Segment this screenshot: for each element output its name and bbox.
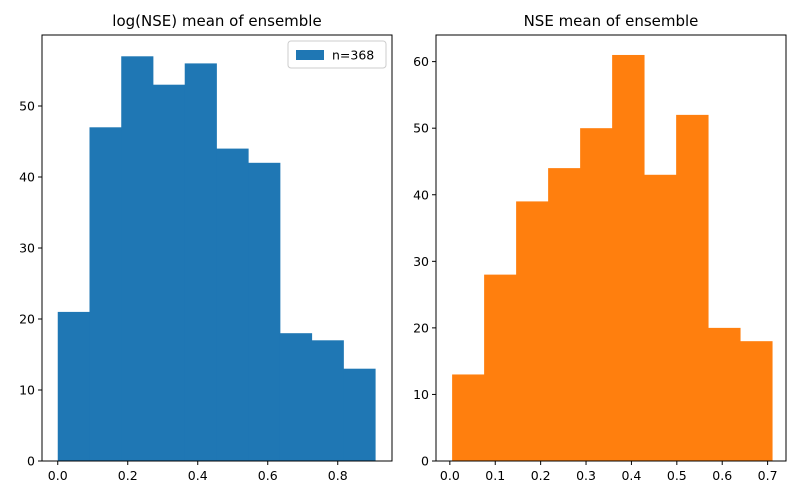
legend-swatch [296, 50, 324, 60]
x-tick-label: 0.3 [576, 468, 596, 483]
chart-title: NSE mean of ensemble [524, 12, 699, 30]
histogram-bar [57, 311, 90, 461]
histogram-bar [89, 127, 122, 462]
x-tick-label: 0.5 [667, 468, 687, 483]
legend: n=368 [287, 40, 387, 69]
chart-title: log(NSE) mean of ensemble [112, 12, 321, 30]
x-tick-label: 0.8 [328, 468, 348, 483]
x-tick-label: 0.0 [440, 468, 460, 483]
histogram-bar [248, 162, 281, 462]
y-tick-label: 50 [413, 121, 429, 136]
histogram-bar [516, 201, 549, 461]
x-tick-label: 0.2 [531, 468, 551, 483]
y-tick-label: 60 [413, 54, 429, 69]
y-tick-label: 40 [19, 170, 35, 185]
histogram-panel-log-nse: 0.0 0.2 0.4 0.6 0.8 0 10 20 30 40 50 log(NSE) mean … [19, 12, 393, 483]
x-tick-label: 0.1 [485, 468, 505, 483]
y-tick-label: 10 [19, 383, 35, 398]
histogram-bar [644, 174, 677, 461]
axes-frame [435, 34, 787, 462]
x-tick-label: 0.4 [621, 468, 641, 483]
legend-label: n=368 [332, 48, 374, 63]
y-tick-label: 50 [19, 99, 35, 114]
histogram-bar [484, 274, 517, 461]
histogram-bar [311, 340, 344, 461]
histogram-bar [676, 114, 709, 461]
x-tick-label: 0.4 [188, 468, 208, 483]
y-tick-label: 0 [421, 454, 429, 469]
y-tick-label: 20 [413, 320, 429, 335]
histogram-bar [740, 341, 773, 461]
y-tick-label: 30 [413, 254, 429, 269]
histogram-bar [279, 333, 313, 461]
histogram-bar [708, 327, 741, 461]
x-tick-label: 0.6 [258, 468, 278, 483]
histogram-bar [216, 148, 249, 461]
x-tick-label: 0.7 [758, 468, 778, 483]
histogram-bar [343, 368, 376, 461]
histogram-panel-nse: 0.0 0.1 0.2 0.3 0.4 0.5 0.6 0.7 0 10 20 30 40 50 60 NSE… [413, 12, 787, 483]
y-tick-label: 20 [19, 312, 35, 327]
y-tick-label: 10 [413, 387, 429, 402]
histogram-bar [548, 168, 581, 461]
histogram-bar [121, 56, 154, 462]
x-tick-label: 0.0 [48, 468, 68, 483]
y-tick-label: 0 [27, 454, 35, 469]
x-tick-label: 0.2 [118, 468, 138, 483]
histogram-bar [152, 84, 186, 461]
x-tick-label: 0.6 [712, 468, 732, 483]
histogram-bar [184, 63, 217, 462]
histogram-bar [452, 374, 485, 461]
histogram-bar [580, 128, 613, 461]
y-tick-label: 30 [19, 241, 35, 256]
histogram-bar [612, 54, 645, 461]
y-tick-label: 40 [413, 187, 429, 202]
legend-box [287, 40, 387, 69]
